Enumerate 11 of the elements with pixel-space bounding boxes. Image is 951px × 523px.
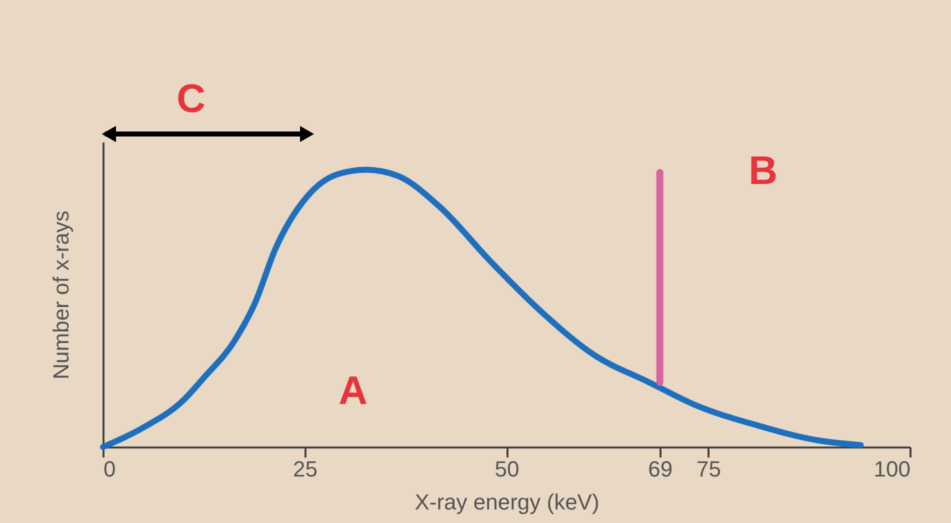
x-tick-label: 69 [648,456,673,482]
x-tick-label: 25 [293,456,318,482]
text: C [176,77,206,121]
annotation: B [748,149,778,193]
x-tick-label: 50 [494,456,520,482]
x-tick-label: 0 [104,456,116,482]
x-tick-label: 100 [874,456,910,482]
x-axis-title: X-ray energy (keV) [414,490,600,514]
annotation: A [338,369,368,413]
x-tick-label: 75 [696,456,721,482]
y-axis-title: Number of x-rays [48,210,74,380]
